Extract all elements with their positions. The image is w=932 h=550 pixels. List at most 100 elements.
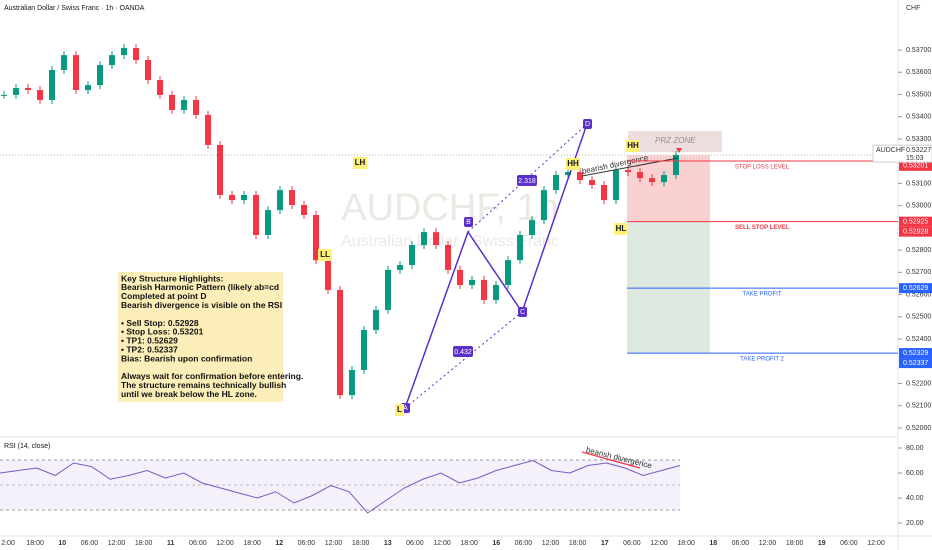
- candle: [409, 245, 415, 266]
- watermark-symbol: AUDCHF, 1h: [341, 187, 559, 229]
- price-tick-label: 0.52600: [906, 291, 931, 298]
- ratio-box: [453, 346, 473, 357]
- candle: [241, 194, 247, 201]
- candle: [637, 172, 643, 179]
- candle: [385, 269, 391, 310]
- arrow-marker: [676, 148, 682, 153]
- candle: [601, 184, 607, 201]
- point-label: B: [466, 219, 471, 226]
- note-line: Always wait for confirmation before ente…: [121, 371, 303, 381]
- time-tick-label: 18:00: [460, 540, 478, 547]
- candle: [157, 80, 163, 95]
- candle: [133, 47, 139, 61]
- candle: [109, 55, 115, 66]
- time-tick-label: 18:00: [135, 540, 153, 547]
- candle: [589, 180, 595, 185]
- time-tick-label: 13: [384, 540, 392, 547]
- chart-title: Australian Dollar / Swiss Franc · 1h · O…: [4, 5, 145, 12]
- time-tick-label: 12:00: [216, 540, 234, 547]
- price-tick-label: 0.52000: [906, 425, 931, 432]
- time-tick-label: 16: [492, 540, 500, 547]
- candle: [73, 55, 79, 91]
- price-box: [899, 226, 932, 237]
- candle: [469, 279, 475, 286]
- ratio-label: 0.432: [454, 349, 472, 356]
- time-tick-label: 06:00: [406, 540, 424, 547]
- time-tick-label: 2:00: [1, 540, 15, 547]
- price-tick-label: 0.53500: [906, 91, 931, 98]
- candle: [145, 60, 151, 81]
- rsi-tick-label: 80.00: [906, 445, 924, 452]
- time-tick-label: 12:00: [433, 540, 451, 547]
- price-tick-label: 0.53100: [906, 180, 931, 187]
- price-tick-label: 0.53300: [906, 136, 931, 143]
- structure-label: LL: [320, 250, 330, 259]
- harmonic-pattern: 2.318 0.432 A B C D: [401, 119, 592, 413]
- candle: [121, 47, 127, 56]
- candle: [205, 114, 211, 145]
- candle: [217, 144, 223, 195]
- candle: [457, 269, 463, 286]
- candle: [481, 279, 487, 300]
- note-line: Key Structure Highlights:: [121, 273, 224, 283]
- candle: [253, 194, 259, 235]
- price-label: 0.53201: [903, 163, 928, 170]
- note-line: The structure remains technically bullis…: [121, 380, 286, 390]
- currency[interactable]: CHF: [906, 5, 920, 12]
- candle: [565, 172, 571, 175]
- note-line: • TP1: 0.52629: [121, 336, 178, 346]
- time-tick-label: 06:00: [189, 540, 207, 547]
- candle: [493, 285, 499, 300]
- pattern-line: [404, 123, 588, 409]
- price-tick-label: 0.53600: [906, 69, 931, 76]
- price-tick-label: 0.53700: [906, 47, 931, 54]
- note-line: Bearish Harmonic Pattern (likely ab=cd: [121, 282, 279, 292]
- last-price-label: 0.53227: [906, 147, 931, 154]
- countdown-label: 15:03: [906, 155, 924, 162]
- ratio-label: 2.318: [518, 178, 536, 185]
- point-box: [464, 217, 473, 227]
- candle: [265, 210, 271, 235]
- price-label: 0.52928: [903, 229, 928, 236]
- candle: [85, 85, 91, 91]
- price-tick-label: 0.52400: [906, 336, 931, 343]
- candle: [169, 94, 175, 111]
- note-line: Bias: Bearish upon confirmation: [121, 353, 252, 363]
- time-tick-label: 11: [167, 540, 175, 547]
- label-box: [318, 249, 332, 261]
- price-tick-label: 0.52100: [906, 403, 931, 410]
- candle: [361, 329, 367, 370]
- tag-box: [899, 216, 932, 227]
- rsi-tick-label: 20.00: [906, 520, 924, 527]
- watermark-name: Australian Dollar / Swiss Franc: [341, 233, 559, 250]
- candle: [673, 154, 679, 175]
- price-tick-label: 0.52800: [906, 247, 931, 254]
- candle: [97, 65, 103, 86]
- point-label: D: [585, 121, 590, 128]
- price-label: 0.52337: [903, 360, 928, 367]
- time-tick-label: 18:00: [677, 540, 695, 547]
- tag-label: 0.52329: [903, 350, 928, 357]
- rsi-tick-label: 40.00: [906, 495, 924, 502]
- candle: [193, 100, 199, 115]
- note-line: Completed at point D: [121, 291, 206, 301]
- structure-label: HL: [616, 224, 627, 233]
- note-box: [118, 272, 283, 402]
- label-box: [353, 157, 367, 169]
- candle: [61, 55, 67, 71]
- label-box: [395, 404, 404, 416]
- candle: [505, 260, 511, 286]
- candle: [337, 289, 343, 396]
- candle: [181, 100, 187, 111]
- ratio-box: [517, 175, 537, 186]
- structure-label: LH: [355, 158, 366, 167]
- rsi-line: [0, 459, 681, 514]
- time-tick-label: 18:00: [243, 540, 261, 547]
- candle: [661, 174, 667, 183]
- time-tick-label: 06:00: [840, 540, 858, 547]
- candle: [289, 190, 295, 205]
- candle: [49, 70, 55, 101]
- time-tick-label: 18:00: [569, 540, 587, 547]
- time-tick-label: 06:00: [515, 540, 533, 547]
